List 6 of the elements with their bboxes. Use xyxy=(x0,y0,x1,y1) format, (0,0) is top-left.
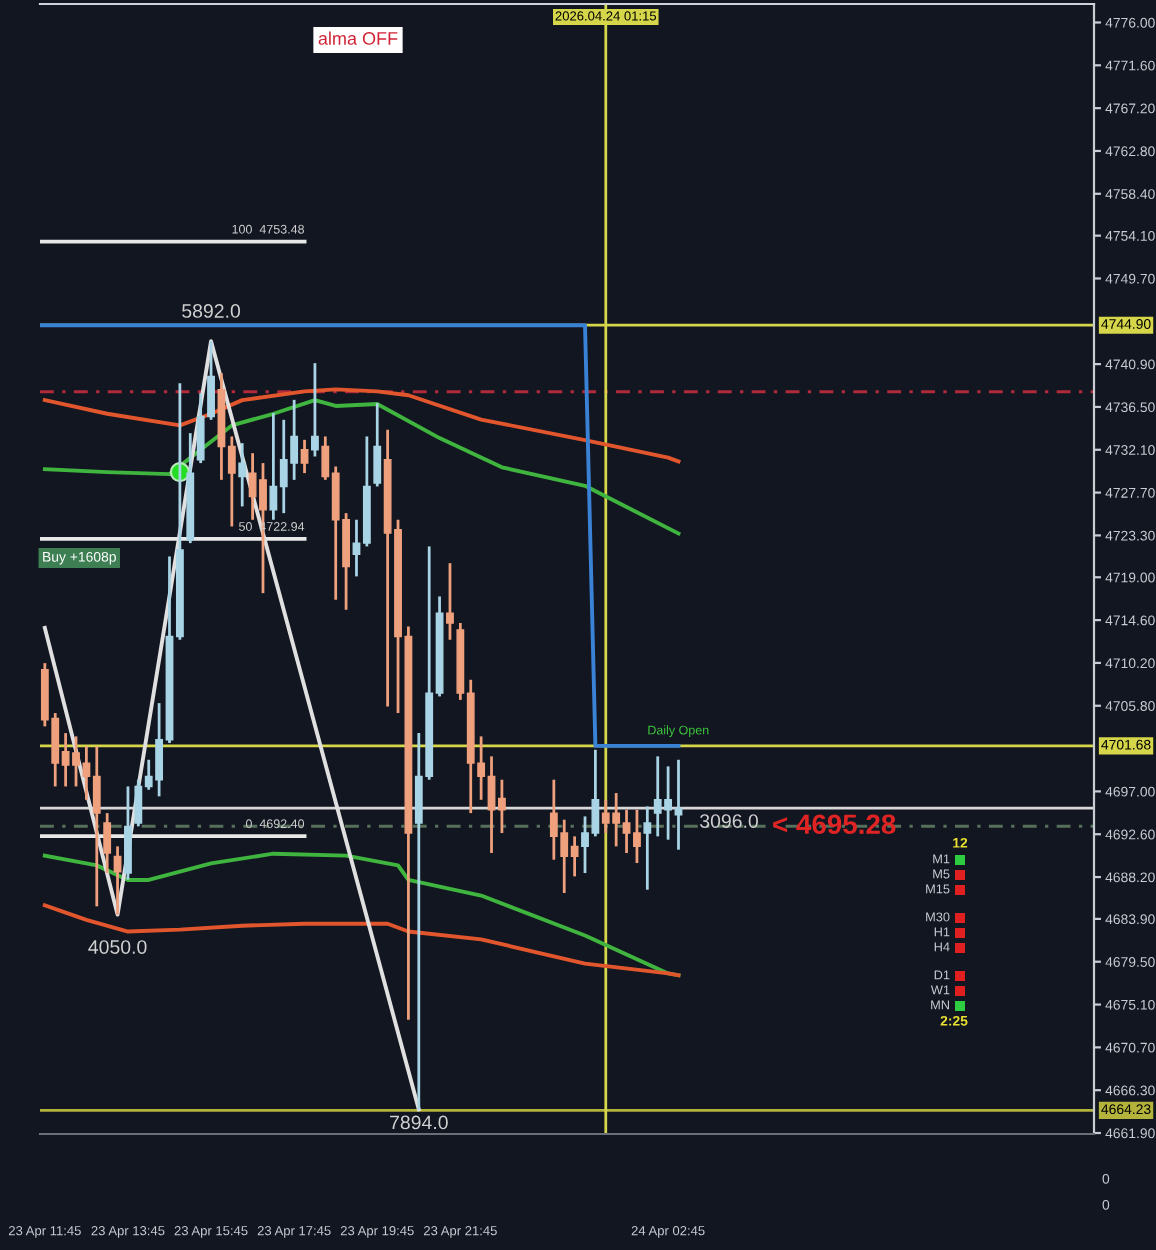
annotation: 7894.0 xyxy=(390,1115,448,1130)
annotation: 3096.0 xyxy=(700,814,758,828)
annotation: < 4695.28 xyxy=(773,814,896,835)
annotation: 4050.0 xyxy=(88,940,147,954)
annotation: 5892.0 xyxy=(182,304,241,318)
annotation: alma OFF xyxy=(318,31,398,45)
